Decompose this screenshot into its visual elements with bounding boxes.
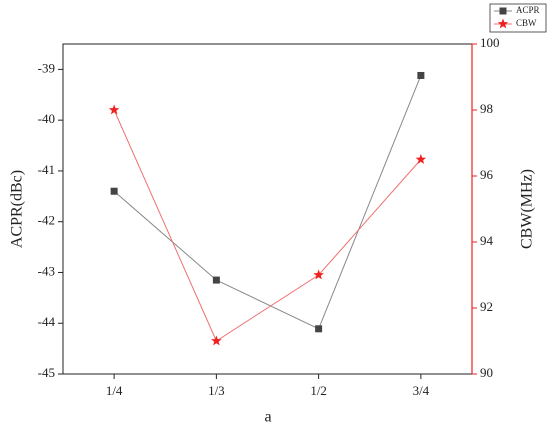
legend-box [489,3,547,33]
y2-tick-label: 96 [480,167,494,182]
point [415,154,427,164]
y-tick-label: -43 [38,263,55,278]
y2-tick-label: 90 [480,365,493,380]
y-tick-label: -41 [38,162,55,177]
plot-frame [62,43,473,375]
legend-label: ACPR [516,5,540,15]
y2-axis-label: CBW(MHz) [519,169,536,249]
series-line [113,109,422,342]
point [417,71,425,79]
y-axis-label: ACPR(dBc) [9,170,26,248]
point [315,325,323,333]
point [110,187,118,195]
y-tick-label: -45 [38,365,55,380]
x-tick-label: 3/4 [413,383,430,398]
x-tick-label: 1/4 [106,383,123,398]
y-tick-label: -40 [38,111,55,126]
x-tick-label: 1/3 [208,383,225,398]
legend-marker [499,7,507,15]
point [212,276,220,284]
y2-tick-label: 92 [480,299,493,314]
y-tick-label: -39 [38,60,55,75]
series-line [113,75,422,330]
y2-tick-label: 100 [480,35,500,50]
point [108,104,120,115]
y-tick-label: -44 [38,314,56,329]
x-axis-label: a [264,409,271,426]
y-tick-label: -42 [38,213,55,228]
y2-tick-label: 98 [480,101,493,116]
point [211,335,222,346]
legend-label: CBW [516,18,537,28]
x-tick-label: 1/2 [310,383,327,398]
point [313,269,324,280]
y2-tick-label: 94 [480,233,494,248]
legend-marker [497,18,509,29]
